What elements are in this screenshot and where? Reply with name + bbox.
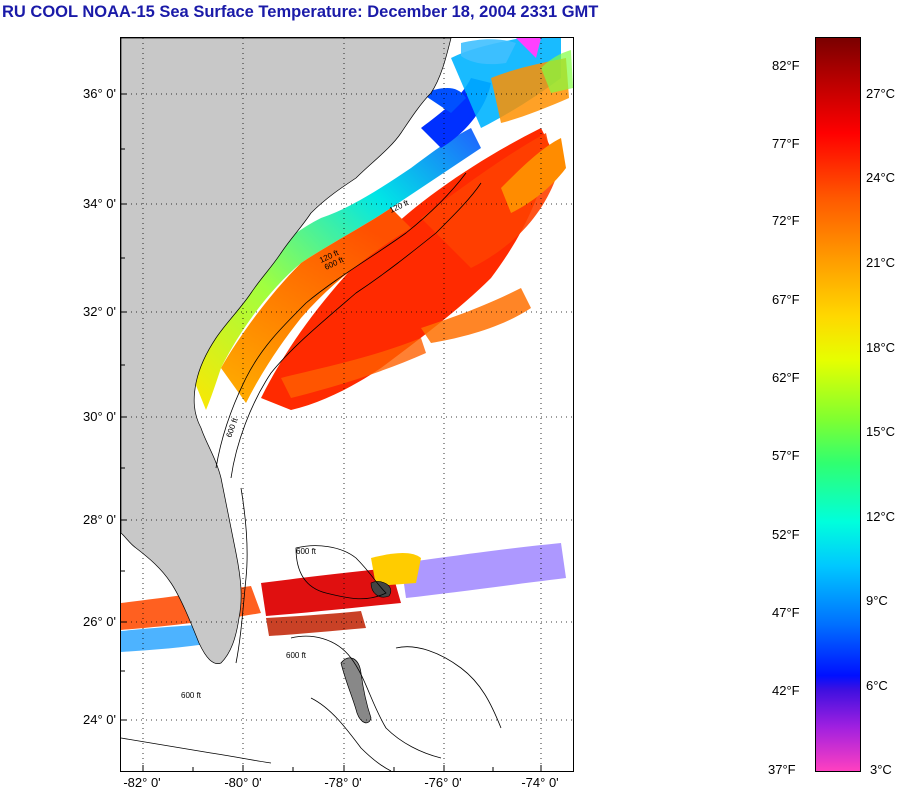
colorbar-c-label: 27°C [866,86,896,101]
gulf-stream-region [261,128,566,410]
lat-label: 28° 0' [83,512,116,527]
colorbar-c-label: 6°C [866,678,888,693]
lon-label: -82° 0' [123,775,161,790]
colorbar-c-label: 15°C [866,424,896,439]
colorbar-c-label: 12°C [866,509,896,524]
colorbar-f-label: 37°F [768,762,796,777]
land-us-florida [121,38,452,664]
temperature-colorbar [815,37,861,772]
map-grid [121,38,573,771]
contour-label: 600 ft [181,691,202,700]
colorbar-f-label: 67°F [772,292,800,307]
colorbar-c-label: 18°C [866,340,896,355]
lon-label: -74° 0' [521,775,559,790]
colorbar-c-label: 9°C [866,593,888,608]
colorbar-f-label: 82°F [772,58,800,73]
florida-straits-streaks [121,543,566,652]
colorbar-c-label: 3°C [870,762,892,777]
map-title: RU COOL NOAA-15 Sea Surface Temperature:… [2,3,599,21]
colorbar-f-label: 62°F [772,370,800,385]
map-ticks [121,93,542,771]
lat-label: 30° 0' [83,409,116,424]
contour-label: 600 ft [224,416,240,439]
depth-contours [121,172,502,771]
lat-label: 36° 0' [83,86,116,101]
colorbar-c-label: 21°C [866,255,896,270]
sst-map: 120 ft 600 ft 120 ft 600 ft 600 ft 600 f… [120,37,574,772]
colorbar-f-label: 77°F [772,136,800,151]
colorbar-f-label: 52°F [772,527,800,542]
colorbar-f-label: 42°F [772,683,800,698]
land-bahamas [340,657,372,724]
lon-label: -76° 0' [424,775,462,790]
colorbar-c-label: 24°C [866,170,896,185]
colorbar-f-label: 72°F [772,213,800,228]
northern-offshore-patches [461,39,573,123]
contour-label: 600 ft [286,651,307,660]
colorbar-f-label: 57°F [772,448,800,463]
lon-label: -78° 0' [324,775,362,790]
lat-label: 24° 0' [83,712,116,727]
map-canvas: 120 ft 600 ft 120 ft 600 ft 600 ft 600 f… [121,38,573,771]
colorbar-f-label: 47°F [772,605,800,620]
lon-label: -80° 0' [224,775,262,790]
lat-label: 34° 0' [83,196,116,211]
lat-label: 26° 0' [83,614,116,629]
contour-label: 600 ft [296,547,317,556]
lat-label: 32° 0' [83,304,116,319]
